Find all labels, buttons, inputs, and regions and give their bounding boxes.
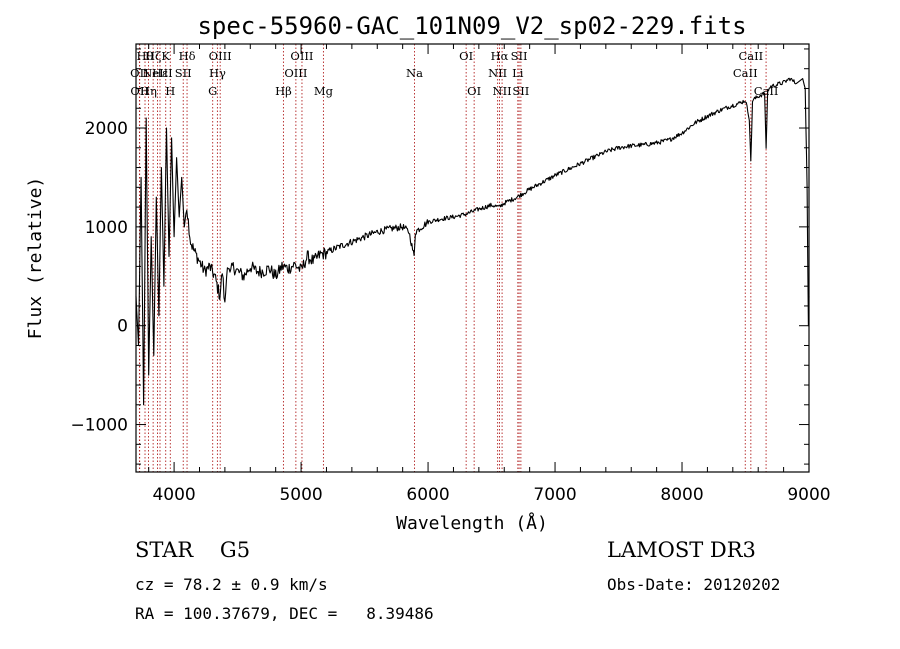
- x-axis-ticks: 4000 5000 6000 7000 8000 9000: [148, 44, 831, 505]
- y-tick-label: 1000: [85, 218, 128, 238]
- obs-date: Obs-Date: 20120202: [607, 575, 781, 594]
- redshift-cz: cz = 78.2 ± 0.9 km/s: [135, 575, 328, 594]
- line-marker-label: Hη: [140, 84, 157, 98]
- spectrum-line: [135, 77, 810, 406]
- chart-title: spec-55960-GAC_101N09_V2_sp02-229.fits: [197, 12, 746, 40]
- line-markers: [138, 44, 767, 472]
- survey-name: LAMOST DR3: [607, 538, 756, 562]
- y-tick-label: 2000: [85, 119, 128, 139]
- x-axis-label: Wavelength (Å): [396, 512, 548, 534]
- line-marker-label: OIII: [209, 49, 232, 63]
- y-tick-label: −1000: [70, 416, 128, 436]
- line-marker-label: Hγ: [209, 66, 226, 80]
- line-marker-label: Hβ: [275, 84, 292, 98]
- line-marker-label: NII: [488, 66, 507, 80]
- line-marker-label: OIII: [284, 66, 307, 80]
- line-marker-label: Hδ: [179, 49, 196, 63]
- line-marker-label: NII: [493, 84, 512, 98]
- object-class: STAR G5: [135, 538, 251, 562]
- line-marker-label: CaII: [733, 66, 758, 80]
- line-marker-label: Li: [512, 66, 524, 80]
- line-marker-label: Hζ: [145, 49, 161, 63]
- line-marker-label: CaII: [738, 49, 763, 63]
- spectrum-series: [135, 77, 810, 406]
- x-tick-label: 6000: [406, 485, 449, 505]
- plot-frame: [135, 43, 810, 473]
- line-marker-label: OII: [130, 84, 149, 98]
- line-marker-label: Hθ: [137, 49, 154, 63]
- x-tick-label: 9000: [787, 485, 830, 505]
- line-marker-label: OIII: [290, 49, 313, 63]
- coordinates: RA = 100.37679, DEC = 8.39486: [135, 604, 434, 623]
- line-marker-label: SII: [511, 49, 528, 63]
- line-marker-labels: OIIOIIHθHηHζNeIIIHεKHSIIHδGHγOIIIHβOIIIO…: [130, 49, 778, 98]
- y-axis-label: Flux (relative): [25, 177, 46, 340]
- x-tick-label: 8000: [660, 485, 703, 505]
- line-marker-label: Hα: [491, 49, 509, 63]
- line-marker-label: CaII: [754, 84, 779, 98]
- line-marker-label: Mg: [314, 84, 334, 98]
- line-marker-label: K: [161, 49, 170, 63]
- x-tick-label: 7000: [533, 485, 576, 505]
- line-marker-label: Hε: [152, 66, 168, 80]
- x-tick-label: 4000: [152, 485, 195, 505]
- y-axis-ticks: −1000 0 1000 2000: [70, 48, 809, 465]
- line-marker-label: OII: [130, 66, 149, 80]
- x-tick-label: 5000: [279, 485, 322, 505]
- line-marker-label: SII: [512, 84, 529, 98]
- y-tick-label: 0: [117, 317, 128, 337]
- line-marker-label: SII: [175, 66, 192, 80]
- line-marker-label: G: [208, 84, 217, 98]
- line-marker-label: NeIII: [142, 66, 173, 80]
- line-marker-label: OI: [459, 49, 473, 63]
- line-marker-label: H: [165, 84, 175, 98]
- line-marker-label: Na: [406, 66, 423, 80]
- line-marker-label: OI: [467, 84, 481, 98]
